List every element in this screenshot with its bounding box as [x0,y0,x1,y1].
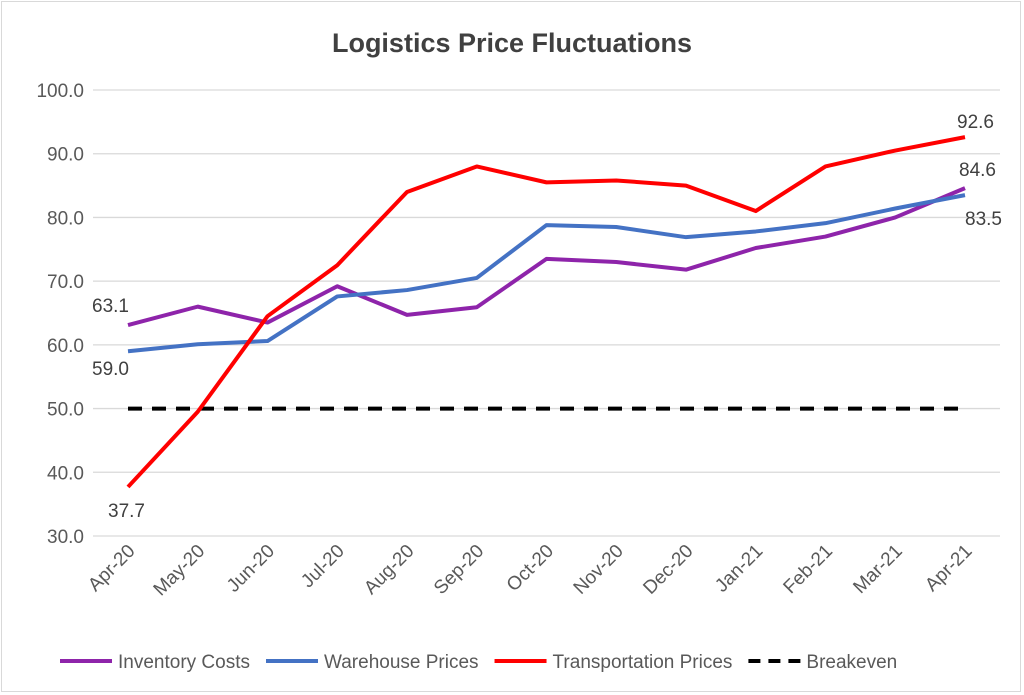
y-tick-label: 90.0 [47,145,84,166]
legend-label: Warehouse Prices [324,652,479,673]
x-tick-label: Dec-20 [639,541,697,599]
y-tick-label: 80.0 [47,208,84,229]
x-tick-label: Aug-20 [360,541,418,599]
x-tick-label: Mar-21 [849,541,906,598]
x-tick-label: Sep-20 [430,541,488,599]
series-line-inventory-costs [127,186,966,328]
legend-label: Transportation Prices [553,652,733,673]
legend-label: Inventory Costs [118,652,250,673]
y-tick-label: 50.0 [47,400,84,421]
y-tick-label: 60.0 [47,336,84,357]
x-tick-label: May-20 [150,541,210,601]
x-tick-label: Jan-21 [711,541,767,597]
y-tick-label: 100.0 [36,81,84,102]
x-tick-label: Apr-20 [84,541,139,596]
x-tick-label: Apr-21 [921,541,976,596]
x-tick-label: Nov-20 [570,541,628,599]
y-tick-label: 30.0 [47,527,84,548]
y-tick-label: 70.0 [47,272,84,293]
data-label: 37.7 [108,501,145,522]
data-label: 63.1 [92,296,129,317]
x-tick-label: Feb-21 [780,541,837,598]
series-line-transportation-prices [126,135,966,489]
data-label: 84.6 [959,160,996,181]
legend-label: Breakeven [806,652,897,673]
data-label: 83.5 [965,209,1002,230]
chart-title: Logistics Price Fluctuations [332,28,692,58]
series-line-warehouse-prices [127,193,966,354]
x-tick-label: Jul-20 [297,541,348,592]
x-tick-label: Oct-20 [503,541,558,596]
x-tick-label: Jun-20 [223,541,279,597]
data-label: 92.6 [957,112,994,133]
data-label: 59.0 [92,359,129,380]
y-tick-label: 40.0 [47,463,84,484]
